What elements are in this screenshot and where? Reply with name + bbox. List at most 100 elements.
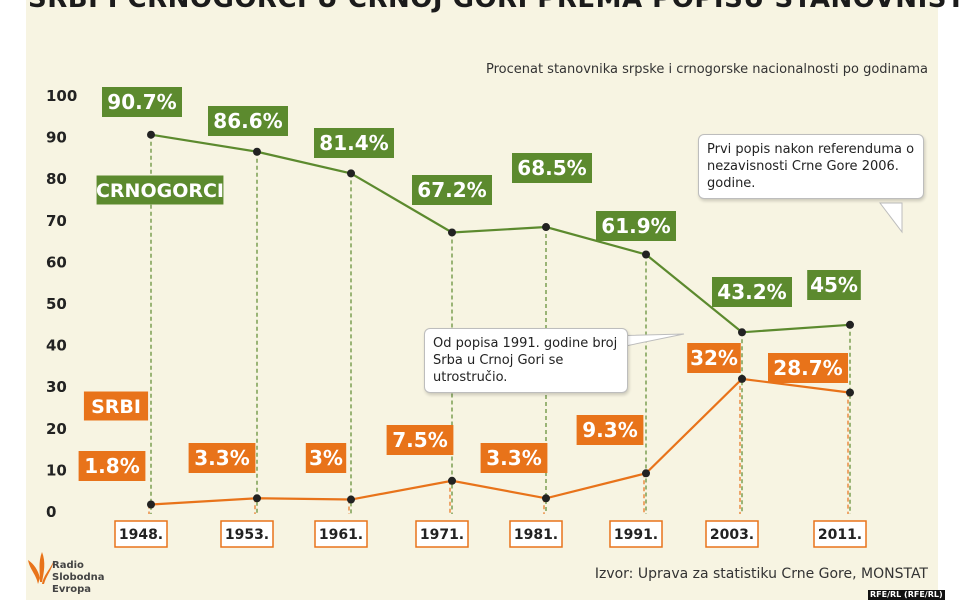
serbs-growth-callout-text: Od popisa 1991. godine broj Srba u Crnoj…: [433, 336, 618, 385]
data-label-crnogorci-text: 81.4%: [319, 131, 388, 155]
y-tick-label: 10: [46, 461, 67, 479]
data-label-crnogorci-text: 43.2%: [717, 280, 786, 304]
rse-logo-icon: [28, 552, 54, 584]
x-tick-label: 1961.: [319, 527, 363, 543]
data-label-crnogorci-text: 61.9%: [601, 214, 670, 238]
data-points: [147, 130, 854, 509]
referendum-callout-text: Prvi popis nakon referenduma o nezavisno…: [707, 142, 915, 191]
serbs-growth-callout: Od popisa 1991. godine broj Srba u Crnoj…: [424, 328, 628, 393]
x-tick-box: [114, 520, 168, 548]
data-label-srbi: 3%: [305, 443, 347, 473]
data-label-srbi-text: 32%: [690, 346, 738, 370]
y-axis: 0 10 20 30 40 50 60 70 80 90 100: [46, 87, 77, 521]
chart-subtitle: Procenat stanovnika srpske i crnogorske …: [485, 62, 928, 77]
data-point-crnogorci: [448, 228, 456, 237]
data-label-srbi-text: 3.3%: [486, 446, 541, 470]
legend-crnogorci-text: CRNOGORCI: [96, 180, 224, 202]
x-tick: 2011.: [813, 520, 867, 548]
x-tick: 1991.: [609, 520, 663, 548]
data-label-srbi-box: [480, 443, 548, 473]
legend-srbi-box: [83, 391, 149, 421]
data-label-srbi-box: [188, 443, 256, 473]
data-label-srbi-text: 3%: [309, 446, 343, 470]
data-point-srbi: [542, 494, 550, 503]
x-tick: 1981.: [509, 520, 563, 548]
data-label-srbi-text: 7.5%: [392, 428, 447, 452]
data-label-crnogorci: 67.2%: [412, 175, 492, 205]
data-label-crnogorci: 45%: [807, 270, 861, 300]
chart-title: SRBI I CRNOGORCI U CRNOJ GORI PREMA POPI…: [28, 0, 960, 14]
x-tick-box: [314, 520, 368, 548]
x-tick-box: [415, 520, 469, 548]
y-tick-label: 40: [46, 337, 67, 355]
data-label-crnogorci-text: 45%: [810, 273, 858, 297]
data-label-srbi-box: [78, 451, 146, 481]
referendum-callout-tail: [878, 202, 903, 234]
x-tick-label: 1981.: [514, 527, 558, 543]
x-tick: 1971.: [415, 520, 469, 548]
x-tick: 1961.: [314, 520, 368, 548]
data-label-crnogorci: 43.2%: [712, 277, 792, 307]
x-tick-label: 1953.: [225, 527, 269, 543]
x-tick: 1948.: [114, 520, 168, 548]
data-label-crnogorci-box: [596, 211, 676, 241]
source-note: Izvor: Uprava za statistiku Crne Gore, M…: [594, 566, 928, 582]
data-label-crnogorci: 86.6%: [208, 106, 288, 136]
data-label-crnogorci-text: 90.7%: [107, 90, 176, 114]
data-label-srbi: 3.3%: [188, 443, 256, 473]
y-tick-label: 20: [46, 420, 67, 438]
data-point-crnogorci: [347, 169, 355, 178]
y-tick-label: 70: [46, 212, 67, 230]
data-label-srbi: 3.3%: [480, 443, 548, 473]
x-axis: 1948. 1953. 1961. 1971. 1981. 1991. 2003. 2011.: [114, 520, 867, 548]
series-line-crnogorci: [150, 133, 851, 334]
data-label-srbi-box: [576, 415, 644, 445]
data-label-crnogorci-box: [102, 87, 182, 117]
data-label-crnogorci-text: 86.6%: [213, 109, 282, 133]
data-label-srbi-text: 28.7%: [773, 356, 842, 380]
data-label-crnogorci: 90.7%: [102, 87, 182, 117]
data-point-srbi: [448, 476, 456, 485]
data-point-crnogorci: [846, 320, 854, 329]
x-tick: 1953.: [220, 520, 274, 548]
data-label-crnogorci-box: [412, 175, 492, 205]
y-tick-label: 50: [46, 295, 67, 313]
data-label-srbi-box: [687, 343, 741, 373]
data-label-srbi: 7.5%: [386, 425, 454, 455]
data-label-crnogorci-box: [314, 128, 394, 158]
logo-text: Radio Slobodna Evropa: [52, 560, 132, 596]
data-label-crnogorci: 81.4%: [314, 128, 394, 158]
x-tick-label: 2003.: [710, 527, 754, 543]
referendum-callout: Prvi popis nakon referenduma o nezavisno…: [698, 134, 924, 199]
data-point-srbi: [147, 500, 155, 509]
data-point-crnogorci: [253, 147, 261, 156]
data-label-crnogorci-box: [512, 153, 592, 183]
data-label-crnogorci-text: 68.5%: [517, 156, 586, 180]
data-label-crnogorci-text: 67.2%: [417, 178, 486, 202]
data-label-srbi-text: 3.3%: [194, 446, 249, 470]
x-tick-box: [609, 520, 663, 548]
x-tick: 2003.: [705, 520, 759, 548]
data-labels: 90.7% 86.6% 81.4% 67.2% 68.5% 61.9% 43.2% 45% 1.…: [78, 87, 861, 481]
logo-line-2: Evropa: [52, 584, 92, 595]
data-point-srbi: [846, 388, 854, 397]
data-label-crnogorci: 61.9%: [596, 211, 676, 241]
y-tick-label: 60: [46, 253, 67, 271]
data-label-crnogorci-box: [208, 106, 288, 136]
y-tick-label: 0: [46, 503, 56, 521]
legend-srbi-text: SRBI: [91, 396, 141, 418]
legend-srbi: SRBI: [83, 391, 149, 421]
data-label-srbi: 32%: [687, 343, 741, 373]
data-point-crnogorci: [542, 223, 550, 232]
data-point-crnogorci: [738, 328, 746, 337]
x-tick-box: [705, 520, 759, 548]
x-tick-box: [509, 520, 563, 548]
data-label-srbi-text: 9.3%: [582, 418, 637, 442]
y-tick-label: 30: [46, 378, 67, 396]
x-tick-label: 2011.: [818, 527, 862, 543]
x-tick-box: [220, 520, 274, 548]
data-point-srbi: [642, 469, 650, 478]
data-point-srbi: [347, 495, 355, 504]
data-label-crnogorci: 68.5%: [512, 153, 592, 183]
